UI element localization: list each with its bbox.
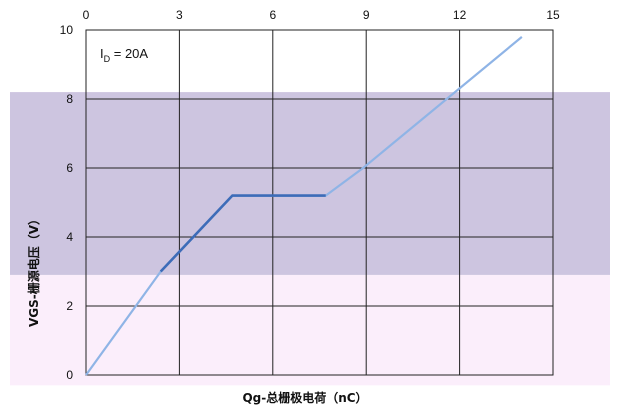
y-tick-labels: 0 2 4 6 8 10: [60, 23, 74, 382]
svg-text:ID = 20A: ID = 20A: [100, 46, 148, 64]
x-axis-label: Qg-总栅极电荷（nC）: [242, 390, 367, 405]
band-upper: [10, 92, 610, 275]
miller-plateau-segment: [159, 194, 326, 273]
y-tick-label: 4: [66, 230, 73, 244]
annotation-rest: = 20A: [110, 46, 148, 61]
x-tick-label: 0: [83, 8, 90, 22]
id-annotation: ID = 20A: [100, 46, 148, 64]
y-tick-label: 8: [66, 92, 73, 106]
data-line: [85, 36, 523, 376]
y-tick-label: 6: [66, 161, 73, 175]
x-tick-labels: 0 3 6 9 12 15: [83, 8, 560, 22]
annotation-subscript: D: [104, 54, 111, 64]
background-bands: [10, 92, 610, 386]
y-tick-label: 0: [66, 368, 73, 382]
x-tick-label: 12: [453, 8, 467, 22]
annotation-main: I: [100, 46, 104, 61]
band-lower: [10, 274, 610, 386]
x-tick-label: 15: [546, 8, 560, 22]
x-tick-label: 9: [363, 8, 370, 22]
y-tick-label: 2: [66, 299, 73, 313]
y-tick-label: 10: [60, 23, 74, 37]
x-tick-label: 3: [176, 8, 183, 22]
y-axis-label: VGS-栅源电压（V）: [26, 213, 41, 327]
x-tick-label: 6: [269, 8, 276, 22]
